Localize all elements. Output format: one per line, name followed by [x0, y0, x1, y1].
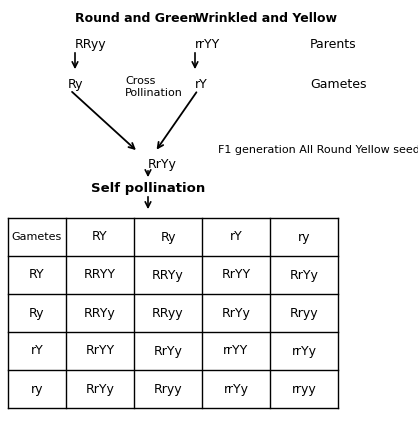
- Text: RrYy: RrYy: [86, 383, 115, 395]
- Text: rY: rY: [195, 78, 208, 91]
- Text: RrYy: RrYy: [153, 344, 182, 357]
- Text: Rryy: Rryy: [290, 306, 319, 320]
- Text: rrYy: rrYy: [291, 344, 316, 357]
- Text: rryy: rryy: [292, 383, 316, 395]
- Text: rY: rY: [31, 344, 43, 357]
- Text: RY: RY: [92, 231, 108, 243]
- Text: Round and Green: Round and Green: [75, 12, 197, 25]
- Text: rrYy: rrYy: [224, 383, 248, 395]
- Text: rrYY: rrYY: [195, 38, 220, 51]
- Text: RrYY: RrYY: [222, 269, 250, 282]
- Text: rY: rY: [229, 231, 242, 243]
- Text: Rryy: Rryy: [154, 383, 182, 395]
- Text: rrYY: rrYY: [223, 344, 249, 357]
- Text: ry: ry: [298, 231, 310, 243]
- Text: Gametes: Gametes: [12, 232, 62, 242]
- Text: RRYY: RRYY: [84, 269, 116, 282]
- Text: F1 generation All Round Yellow seeds: F1 generation All Round Yellow seeds: [218, 145, 418, 155]
- Text: ry: ry: [31, 383, 43, 395]
- Text: RrYy: RrYy: [148, 158, 177, 171]
- Text: Ry: Ry: [29, 306, 45, 320]
- Text: Wrinkled and Yellow: Wrinkled and Yellow: [195, 12, 337, 25]
- Text: RrYy: RrYy: [290, 269, 319, 282]
- Text: Ry: Ry: [160, 231, 176, 243]
- Text: Self pollination: Self pollination: [91, 182, 205, 195]
- Text: Ry: Ry: [68, 78, 84, 91]
- Text: RRYy: RRYy: [152, 269, 184, 282]
- Text: RRyy: RRyy: [75, 38, 107, 51]
- Text: RrYY: RrYY: [85, 344, 115, 357]
- Text: RRYy: RRYy: [84, 306, 116, 320]
- Text: Gametes: Gametes: [310, 78, 367, 91]
- Text: Parents: Parents: [310, 38, 357, 51]
- Text: RY: RY: [29, 269, 45, 282]
- Text: RRyy: RRyy: [152, 306, 184, 320]
- Text: RrYy: RrYy: [222, 306, 250, 320]
- Text: Cross
Pollination: Cross Pollination: [125, 76, 183, 98]
